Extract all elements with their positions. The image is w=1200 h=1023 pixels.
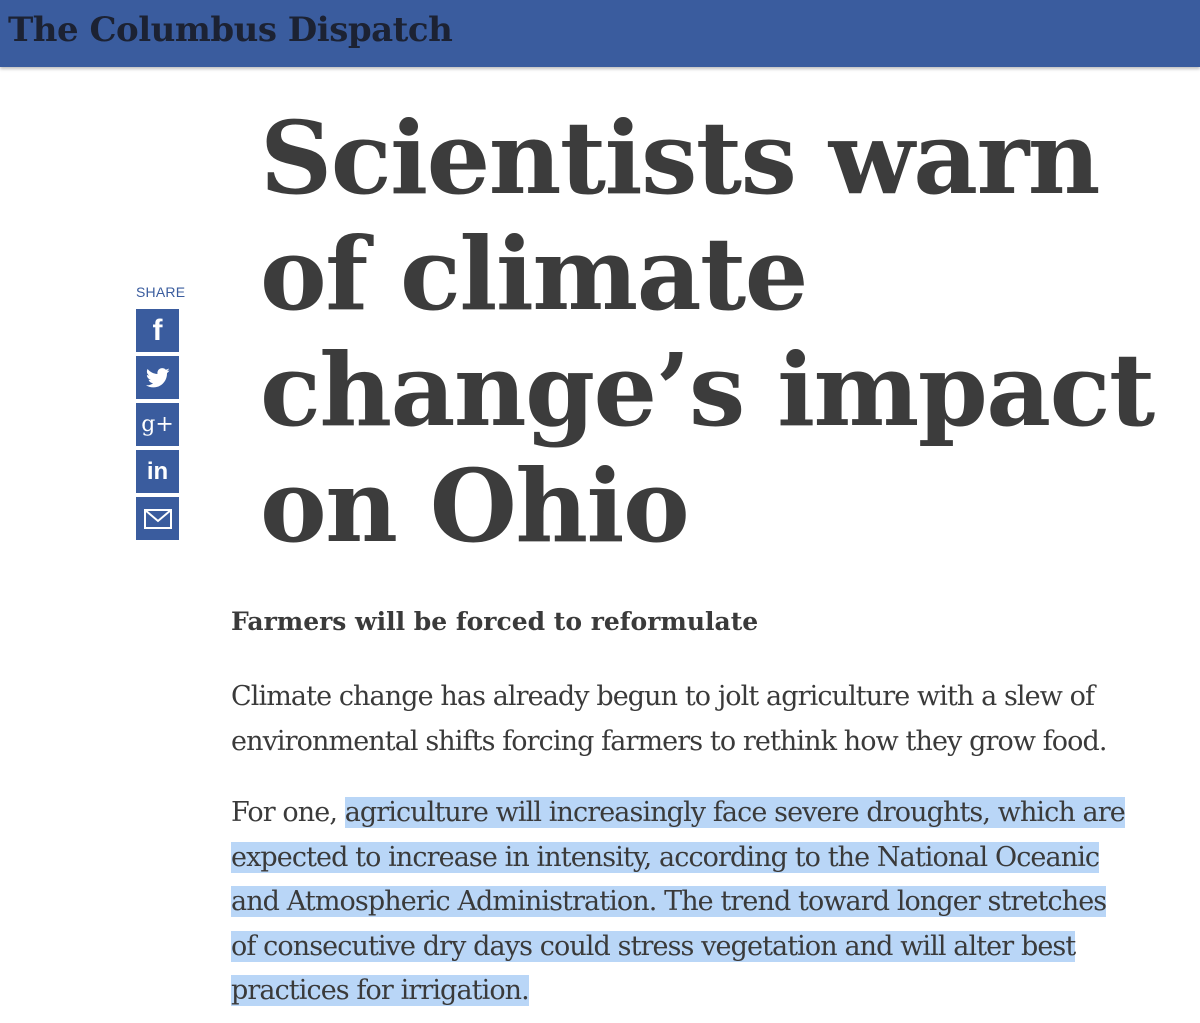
share-twitter-button[interactable] bbox=[136, 356, 179, 399]
article-paragraph-highlighted: For one, agriculture will increasingly f… bbox=[231, 791, 1171, 1014]
selected-text[interactable]: and Atmospheric Administration. The tren… bbox=[231, 886, 1107, 917]
selected-text[interactable]: practices for irrigation. bbox=[231, 975, 530, 1006]
google-plus-icon: g+ bbox=[141, 412, 174, 437]
headline-line: on Ohio bbox=[260, 447, 690, 565]
linkedin-icon: in bbox=[146, 457, 169, 485]
headline-line: of climate bbox=[260, 215, 808, 333]
facebook-icon: f bbox=[152, 313, 163, 347]
share-linkedin-button[interactable]: in bbox=[136, 450, 179, 493]
selected-text[interactable]: expected to increase in intensity, accor… bbox=[231, 841, 1100, 873]
email-icon bbox=[136, 497, 179, 540]
share-facebook-button[interactable]: f bbox=[136, 309, 179, 352]
selected-text[interactable]: agriculture will increasingly face sever… bbox=[344, 797, 1126, 828]
article-subheadline: Farmers will be forced to reformulate bbox=[231, 607, 759, 636]
masthead-bar: The Columbus Dispatch bbox=[0, 0, 1200, 67]
headline-line: change’s impact bbox=[260, 331, 1155, 449]
paragraph-prefix: For one, bbox=[231, 797, 345, 828]
site-logo[interactable]: The Columbus Dispatch bbox=[8, 10, 453, 50]
share-email-button[interactable] bbox=[136, 497, 179, 540]
article-headline: Scientists warn of climate change’s impa… bbox=[260, 100, 1190, 564]
share-label: SHARE bbox=[136, 284, 186, 300]
headline-line: Scientists warn bbox=[260, 99, 1100, 217]
share-rail: SHARE f g+ in bbox=[136, 283, 186, 544]
twitter-icon bbox=[136, 356, 179, 399]
paragraph-line: Climate change has already begun to jolt… bbox=[231, 681, 1095, 712]
selected-text[interactable]: of consecutive dry days could stress veg… bbox=[231, 930, 1076, 962]
share-google-plus-button[interactable]: g+ bbox=[136, 403, 179, 446]
paragraph-line: environmental shifts forcing farmers to … bbox=[231, 725, 1107, 757]
article-paragraph: Climate change has already begun to jolt… bbox=[231, 675, 1171, 764]
